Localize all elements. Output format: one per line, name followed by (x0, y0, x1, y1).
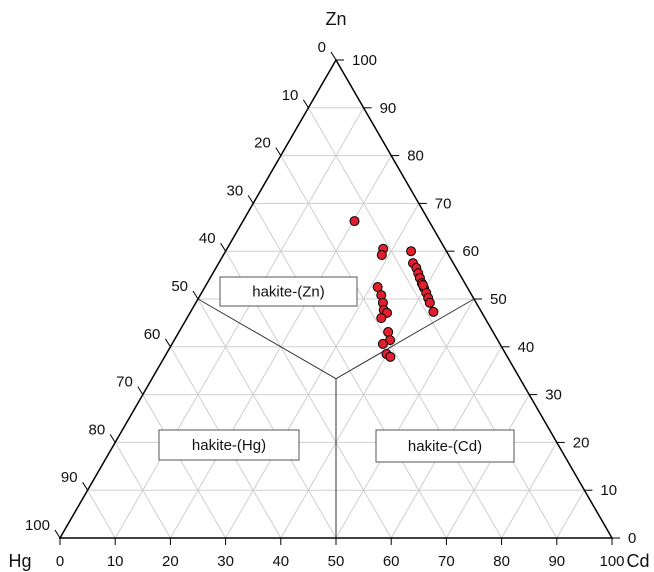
data-point (376, 250, 387, 261)
grid-line (114, 442, 171, 539)
left-tick-label: 20 (254, 135, 271, 152)
grid-line (335, 298, 475, 539)
bottom-tick-label: 20 (162, 553, 179, 570)
data-point (372, 282, 383, 293)
tick-mark (247, 195, 254, 204)
region-label: hakite-(Cd) (408, 438, 482, 455)
tick-mark (192, 290, 199, 300)
data-point (417, 280, 428, 291)
tick-mark (302, 99, 309, 109)
bottom-tick-label: 100 (599, 553, 624, 570)
grid-line (445, 394, 530, 539)
bottom-tick-label: 0 (56, 553, 64, 570)
bottom-tick-label: 50 (328, 553, 345, 570)
field-boundary (197, 298, 337, 380)
left-tick-label: 100 (25, 517, 50, 534)
data-point (383, 326, 394, 337)
grid-line (197, 298, 337, 539)
right-tick-label: 100 (352, 52, 377, 69)
tick-mark (137, 386, 144, 395)
grid-line (556, 489, 585, 539)
right-tick-label: 10 (600, 482, 617, 499)
bottom-tick-label: 10 (107, 553, 124, 570)
left-tick-label: 60 (144, 326, 161, 343)
left-tick-label: 70 (116, 374, 133, 391)
right-tick-label: 50 (490, 291, 507, 308)
data-point (385, 351, 396, 362)
tick-mark (109, 434, 116, 443)
region-box (158, 429, 300, 461)
data-point (406, 246, 417, 257)
grid-line (142, 394, 227, 539)
bottom-tick-label: 30 (217, 553, 234, 570)
right-tick-label: 70 (435, 195, 452, 212)
tick-mark (164, 338, 171, 348)
vertex-label: Zn (325, 9, 346, 29)
bottom-tick-label: 80 (493, 553, 510, 570)
left-tick-label: 10 (282, 87, 299, 104)
region-box (219, 276, 358, 307)
data-point (424, 297, 435, 308)
tick-mark (54, 529, 61, 539)
right-tick-label: 0 (628, 530, 636, 547)
bottom-tick-label: 60 (383, 553, 400, 570)
left-tick-label: 90 (61, 469, 78, 486)
tick-mark (220, 242, 227, 252)
right-tick-label: 20 (573, 434, 590, 451)
region-box (375, 429, 515, 463)
left-tick-label: 50 (171, 278, 188, 295)
bottom-tick-label: 40 (272, 553, 289, 570)
grid-line (87, 489, 116, 539)
region-label: hakite-(Zn) (252, 283, 325, 300)
tick-mark (275, 147, 282, 156)
field-boundary (335, 298, 475, 380)
tick-mark (330, 51, 337, 61)
data-point (377, 338, 388, 349)
left-tick-label: 30 (227, 182, 244, 199)
right-tick-label: 80 (407, 148, 424, 165)
right-tick-label: 30 (545, 387, 562, 404)
left-tick-label: 0 (318, 39, 326, 56)
right-tick-label: 60 (462, 243, 479, 260)
right-tick-label: 40 (518, 339, 535, 356)
bottom-tick-label: 70 (438, 553, 455, 570)
left-tick-label: 80 (89, 421, 106, 438)
vertex-label: Cd (626, 551, 649, 571)
tick-mark (82, 481, 89, 491)
region-label: hakite-(Hg) (192, 437, 266, 454)
right-tick-label: 90 (380, 100, 397, 117)
left-tick-label: 40 (199, 230, 216, 247)
data-point (376, 313, 387, 324)
bottom-tick-label: 90 (548, 553, 565, 570)
data-point (349, 216, 360, 227)
vertex-label: Hg (8, 551, 31, 571)
data-point (428, 306, 439, 317)
